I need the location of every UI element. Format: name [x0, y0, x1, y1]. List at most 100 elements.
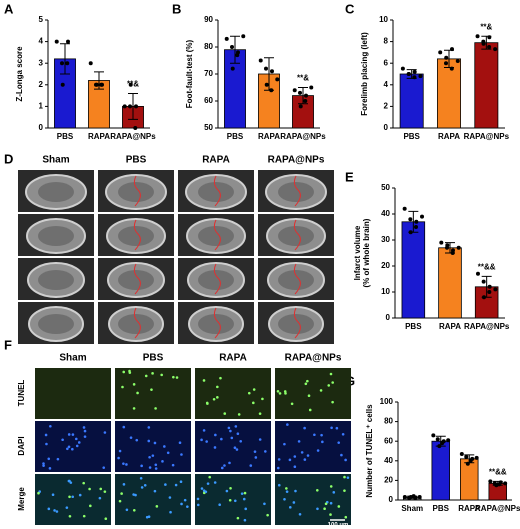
y-tick-label: 20: [381, 261, 390, 270]
cell: [171, 463, 175, 467]
cell: [148, 466, 152, 469]
data-point: [435, 437, 440, 442]
infarct-outline: [293, 175, 301, 207]
data-point: [487, 45, 492, 49]
cell: [51, 493, 55, 497]
data-point: [94, 82, 99, 87]
data-point: [493, 287, 498, 292]
x-tick-label: PBS: [405, 322, 422, 331]
cell: [61, 438, 64, 442]
panel-label: D: [4, 151, 13, 166]
cell: [283, 442, 286, 446]
column-header: PBS: [143, 353, 164, 364]
cell: [300, 451, 304, 454]
cell: [283, 390, 287, 393]
x-tick-label: RAPA: [88, 132, 110, 141]
cell: [344, 458, 347, 462]
cell: [48, 467, 52, 470]
panel-label: B: [172, 1, 181, 16]
cell: [294, 489, 297, 493]
panel-label: F: [4, 337, 12, 352]
cell: [150, 388, 153, 391]
cell: [343, 475, 346, 479]
cell: [202, 379, 206, 382]
cell: [67, 433, 71, 436]
cell: [180, 453, 183, 456]
cell: [68, 495, 71, 499]
cell: [306, 454, 310, 457]
cell: [179, 480, 183, 484]
y-axis-label: Foot-fault-test (%): [185, 39, 194, 108]
data-point: [275, 77, 280, 82]
micrograph: [35, 474, 111, 525]
cell: [335, 426, 339, 430]
data-point: [406, 72, 411, 76]
brain-core: [198, 314, 234, 334]
cell: [169, 510, 172, 514]
cell: [321, 440, 324, 444]
data-point: [449, 66, 454, 71]
cell: [252, 401, 255, 405]
cell: [285, 487, 288, 490]
data-point: [441, 439, 446, 444]
data-point: [481, 295, 486, 300]
cell: [117, 456, 120, 460]
cell: [143, 483, 147, 487]
y-tick-label: 40: [381, 209, 390, 218]
column-header: PBS: [126, 155, 147, 166]
cell: [129, 436, 133, 439]
data-point: [503, 481, 508, 486]
bar: [438, 247, 462, 319]
y-tick-label: 30: [381, 235, 390, 244]
data-point: [439, 240, 444, 245]
infarct-outline: [133, 307, 141, 339]
error-bar: [298, 87, 308, 105]
cell: [42, 462, 45, 465]
cell: [98, 496, 102, 500]
data-point: [493, 47, 498, 52]
cell: [308, 408, 312, 412]
cell: [75, 444, 79, 448]
brain-core: [118, 270, 154, 290]
data-point: [408, 217, 413, 222]
micrograph: [35, 368, 111, 419]
micrograph: [195, 421, 271, 472]
cell: [331, 400, 334, 404]
y-tick-label: 100: [380, 397, 394, 406]
cell: [82, 481, 85, 485]
cell: [140, 486, 144, 489]
cell: [180, 502, 183, 506]
cell: [118, 449, 122, 453]
data-point: [309, 85, 314, 90]
cell: [160, 373, 163, 377]
x-tick-label: RAPA: [258, 132, 280, 141]
x-tick-label: RAPA@NPs: [464, 322, 510, 331]
data-point: [420, 214, 425, 219]
data-point: [292, 88, 297, 93]
data-point: [414, 225, 419, 229]
cell: [67, 479, 71, 483]
cell: [125, 508, 129, 512]
cell: [219, 376, 222, 380]
cell: [144, 374, 148, 378]
data-point: [408, 230, 413, 235]
data-point: [100, 82, 104, 87]
bar: [399, 73, 424, 129]
y-tick-label: 90: [204, 15, 213, 24]
cell: [103, 490, 107, 493]
cell: [69, 481, 73, 484]
cell: [200, 487, 204, 490]
cell: [77, 441, 81, 444]
data-point: [408, 495, 413, 500]
y-tick-label: 2: [384, 102, 389, 111]
cell: [229, 487, 232, 490]
cell: [132, 407, 136, 410]
data-point: [475, 34, 480, 39]
cell: [53, 509, 56, 512]
cell: [213, 446, 217, 449]
cell: [45, 442, 48, 446]
cell: [202, 429, 206, 432]
cell: [172, 375, 175, 379]
data-point: [451, 248, 455, 253]
micrograph: [35, 421, 111, 472]
